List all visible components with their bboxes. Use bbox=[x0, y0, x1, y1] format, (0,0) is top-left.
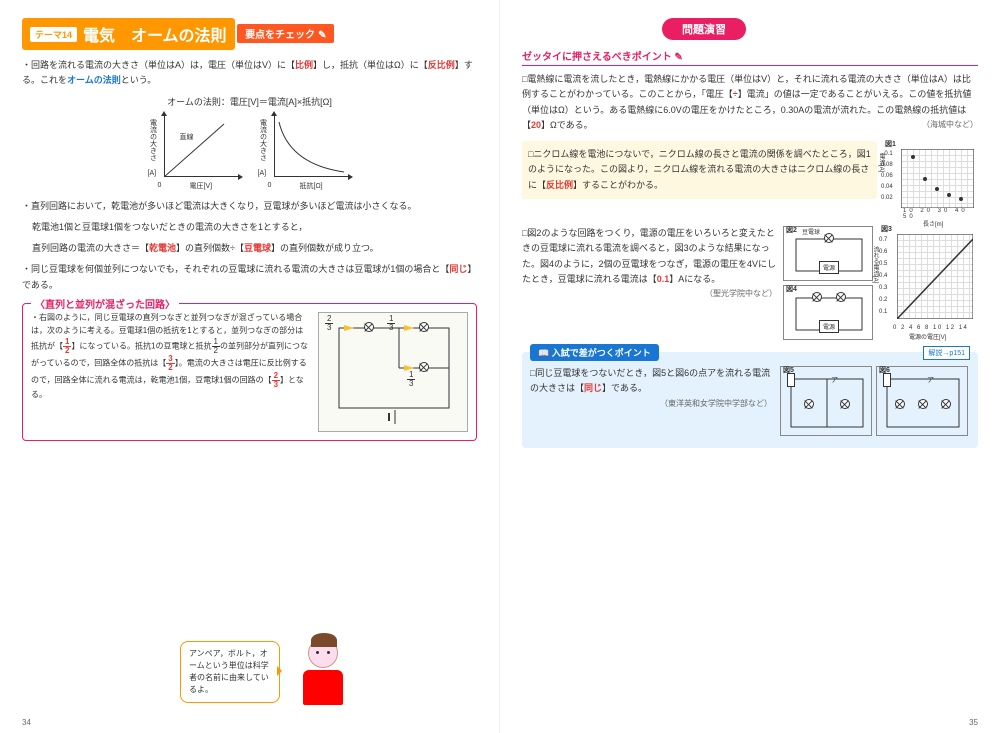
para-series: ・直列回路において，乾電池が多いほど電流は大きくなり，豆電球が多いほど電流は小さ… bbox=[22, 199, 477, 214]
para-ohm-law: ・回路を流れる電流の大きさ（単位はA）は，電圧（単位はV）に【比例】し，抵抗（単… bbox=[22, 58, 477, 89]
theme-tag: テーマ14 bbox=[30, 27, 77, 42]
figure-2: 図2 豆電球 電源 bbox=[783, 226, 873, 281]
key-point-header: ゼッタイに押さえるべきポイント bbox=[522, 48, 978, 66]
figures-2-3-4: 図2 豆電球 電源 図4 電源 図3 bbox=[783, 226, 978, 344]
ohm-formula: オームの法則：電圧[V]＝電流[A]×抵抗[Ω] bbox=[22, 95, 477, 108]
figure-6: 図6 ア bbox=[876, 366, 968, 436]
theme-header: テーマ14 電気 オームの法則 bbox=[22, 18, 235, 50]
figure-3: 図3 0.7 0.6 0.5 0.4 0.3 0.2 0.1 流れる電流[A] … bbox=[879, 226, 977, 341]
page-number-right: 35 bbox=[969, 718, 978, 727]
left-page: テーマ14 電気 オームの法則 要点をチェック ・回路を流れる電流の大きさ（単位… bbox=[0, 0, 500, 733]
mixed-circuit-box: 〈直列と並列が混ざった回路〉 ・右図のように，同じ豆電球の直列つなぎと並列つなぎ… bbox=[22, 303, 477, 441]
problem-2: □ニクロム線を電池につないで，ニクロム線の長さと電流の関係を調べたところ，図1の… bbox=[522, 141, 877, 199]
para-series-2: 乾電池1個と豆電球1個をつないだときの電流の大きさを1とすると， bbox=[32, 220, 477, 235]
graph-linear: 直線 電流の大きさ [A] 電圧[V] 0 bbox=[150, 114, 240, 189]
problem-3-row: □図2のような回路をつくり，電源の電圧をいろいろと変えたときの豆電球に流れる電流… bbox=[522, 226, 978, 344]
figure-1: 図1 0.1 0.08 0.06 0.04 0.02 電流[A] 10 20 3… bbox=[883, 141, 978, 226]
para-parallel: ・同じ豆電球を何個並列につないでも，それぞれの豆電球に流れる電流の大きさは豆電球… bbox=[22, 262, 477, 293]
graph-inverse: 電流の大きさ [A] 抵抗[Ω] 0 bbox=[260, 114, 350, 189]
graph-row: 直線 電流の大きさ [A] 電圧[V] 0 電流の大きさ [A] 抵抗[Ω] 0 bbox=[22, 114, 477, 189]
theme-title: 電気 オームの法則 bbox=[83, 22, 227, 46]
circuit-diagram: 23 13 13 bbox=[318, 312, 468, 432]
exam-ref: 解説→p151 bbox=[923, 346, 970, 360]
exam-point-box: 入試で差がつくポイント 解説→p151 □同じ豆電球をつないだとき，図5と図6の… bbox=[522, 352, 978, 448]
problem-1: □電熱線に電流を流したとき，電熱線にかかる電圧（単位はV）と，それに流れる電流の… bbox=[522, 72, 978, 133]
right-page: 問題演習 ゼッタイに押さえるべきポイント □電熱線に電流を流したとき，電熱線にか… bbox=[500, 0, 1000, 733]
section-checkpoint: 要点をチェック bbox=[237, 24, 334, 43]
problem-3: □図2のような回路をつくり，電源の電圧をいろいろと変えたときの豆電球に流れる電流… bbox=[522, 226, 777, 301]
mascot-icon bbox=[295, 638, 350, 713]
figures-5-6: 図5 ア 図6 ア bbox=[780, 366, 970, 440]
practice-header: 問題演習 bbox=[662, 18, 746, 40]
box-text: ・右図のように，同じ豆電球の直列つなぎと並列つなぎが混ざっている場合は，次のよう… bbox=[31, 312, 310, 432]
exam-header: 入試で差がつくポイント bbox=[530, 344, 659, 361]
para-series-3: 直列回路の電流の大きさ＝【乾電池】の直列個数÷【豆電球】の直列個数が成り立つ。 bbox=[32, 241, 477, 256]
box-title: 〈直列と並列が混ざった回路〉 bbox=[31, 296, 179, 311]
figure-5: 図5 ア bbox=[780, 366, 872, 436]
speech-bubble: アンペア，ボルト，オームという単位は科学者の名前に由来しているよ。 bbox=[180, 641, 280, 703]
exam-text: □同じ豆電球をつないだとき，図5と図6の点アを流れる電流の大きさは【同じ】である… bbox=[530, 366, 772, 440]
problem-2-row: □ニクロム線を電池につないで，ニクロム線の長さと電流の関係を調べたところ，図1の… bbox=[522, 141, 978, 226]
figure-4: 図4 電源 bbox=[783, 285, 873, 340]
page-number-left: 34 bbox=[22, 718, 31, 727]
